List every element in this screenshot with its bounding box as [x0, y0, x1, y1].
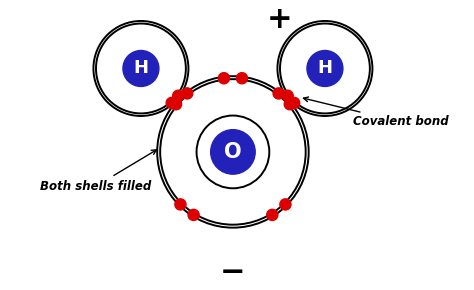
Circle shape: [173, 90, 184, 101]
Circle shape: [219, 73, 229, 84]
Circle shape: [280, 199, 291, 210]
Text: H: H: [318, 59, 332, 77]
Circle shape: [289, 97, 300, 108]
Text: Both shells filled: Both shells filled: [40, 150, 156, 193]
Circle shape: [282, 90, 293, 101]
Circle shape: [175, 199, 186, 210]
Circle shape: [182, 88, 193, 99]
Circle shape: [237, 73, 247, 84]
Circle shape: [267, 209, 278, 220]
Text: H: H: [133, 59, 148, 77]
Text: −: −: [220, 258, 246, 287]
Text: O: O: [224, 142, 242, 162]
Circle shape: [210, 130, 255, 174]
Circle shape: [171, 99, 182, 110]
Circle shape: [166, 97, 177, 108]
Circle shape: [273, 88, 284, 99]
Circle shape: [284, 99, 295, 110]
Circle shape: [307, 50, 343, 86]
Circle shape: [188, 209, 199, 220]
Text: Covalent bond: Covalent bond: [303, 97, 448, 128]
Circle shape: [123, 50, 159, 86]
Text: +: +: [267, 5, 293, 34]
